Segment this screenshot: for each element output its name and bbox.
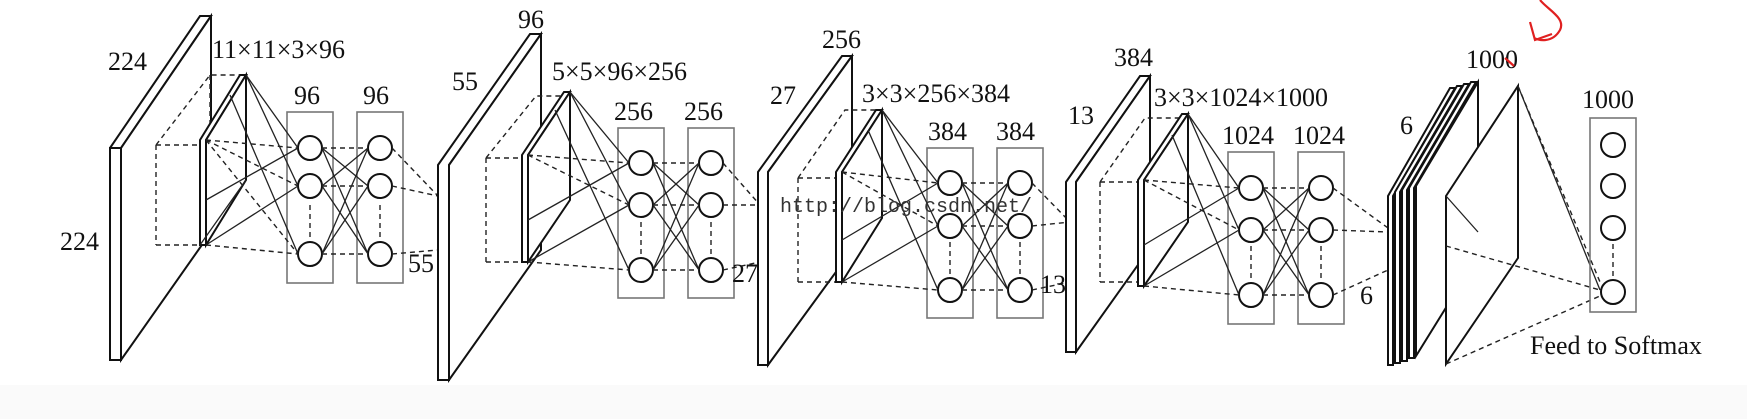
output-nodes <box>1600 132 1626 305</box>
conv1-connections <box>199 74 439 255</box>
conv2-output-size: 27 <box>732 259 758 288</box>
fc-label: 1000 <box>1466 45 1518 74</box>
conv2-box-a <box>617 127 665 299</box>
input-width-label: 224 <box>60 227 99 256</box>
conv1-box-b-label: 96 <box>363 81 389 110</box>
conv4-connections <box>1143 113 1389 296</box>
output-caption: Feed to Softmax <box>1530 331 1702 360</box>
fc-stack-height-label: 6 <box>1400 111 1413 140</box>
fc-connections <box>1445 85 1601 365</box>
watermark-url: http://blog.csdn.net/ <box>780 196 1032 219</box>
conv3-connections <box>841 109 1071 291</box>
stage2-input-volume <box>437 30 543 384</box>
conv2-kernel-label: 5×5×96×256 <box>552 57 687 86</box>
conv2-connections <box>527 91 761 271</box>
fc-plate <box>1445 82 1519 368</box>
conv4-kernel-label: 3×3×1024×1000 <box>1154 83 1328 112</box>
conv3-box-b-label: 384 <box>996 117 1035 146</box>
conv2-receptive-field <box>485 95 570 263</box>
conv1-box-b <box>356 111 404 284</box>
conv4-box-a <box>1227 151 1275 325</box>
red-annotation-arrow <box>1504 0 1563 67</box>
conv2-nodes <box>628 150 724 283</box>
input-height-label: 224 <box>108 47 147 76</box>
conv3-nodes <box>937 170 1033 303</box>
stage2-height-label: 55 <box>452 67 478 96</box>
stage4-input-volume <box>1065 72 1152 356</box>
conv4-box-a-label: 1024 <box>1222 121 1274 150</box>
conv4-output-size: 6 <box>1360 281 1373 310</box>
conv1-kernel-label: 11×11×3×96 <box>212 35 345 64</box>
output-box <box>1589 117 1637 313</box>
output-label: 1000 <box>1582 85 1634 114</box>
conv2-box-a-label: 256 <box>614 97 653 126</box>
conv3-kernel-label: 3×3×256×384 <box>862 79 1010 108</box>
conv4-box-b-label: 1024 <box>1293 121 1345 150</box>
conv2-box-b <box>687 127 735 299</box>
conv3-box-a-label: 384 <box>928 117 967 146</box>
conv3-output-size: 13 <box>1040 270 1066 299</box>
stage4-height-label: 13 <box>1068 101 1094 130</box>
stage2-depth-label: 96 <box>518 5 544 34</box>
conv3-receptive-field <box>797 109 882 283</box>
conv2-box-b-label: 256 <box>684 97 723 126</box>
conv3-box-b <box>996 147 1044 319</box>
stage3-depth-label: 256 <box>822 25 861 54</box>
stage3-input-volume <box>757 52 854 369</box>
conv4-box-b <box>1297 151 1345 325</box>
stage4-depth-label: 384 <box>1114 43 1153 72</box>
bottom-margin <box>0 385 1747 419</box>
conv1-box-a-label: 96 <box>294 81 320 110</box>
conv1-output-size: 55 <box>408 249 434 278</box>
conv1-box-a <box>286 111 334 284</box>
conv4-receptive-field <box>1099 117 1188 283</box>
stage3-height-label: 27 <box>770 81 796 110</box>
